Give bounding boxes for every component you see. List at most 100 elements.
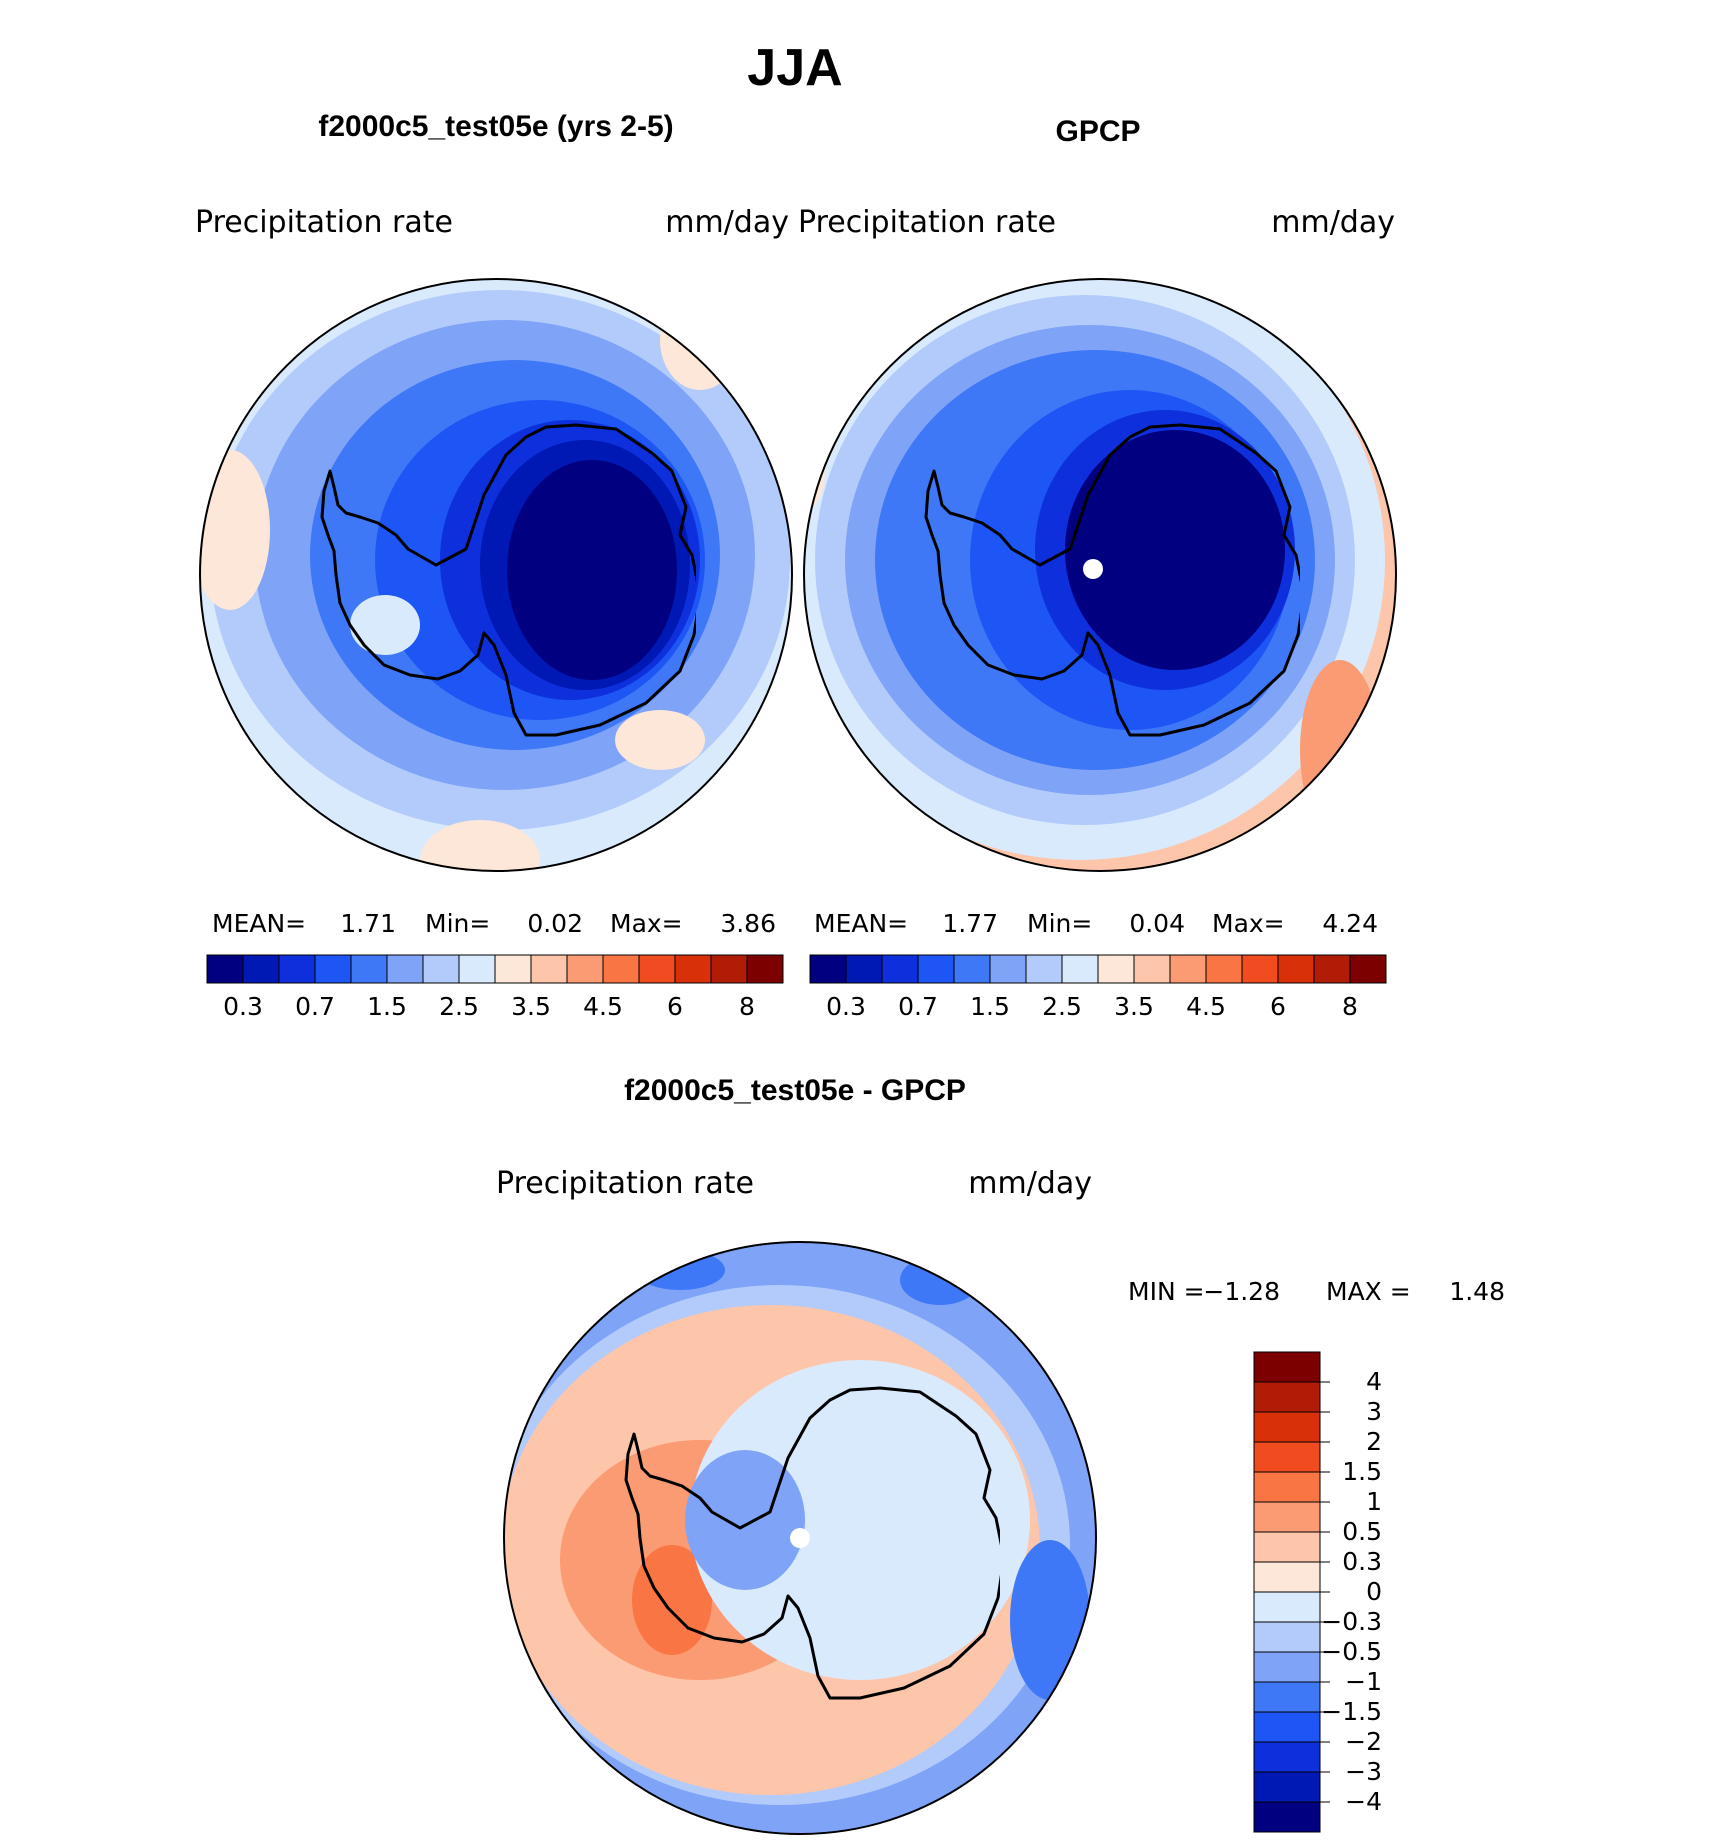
- colorbar-tick-label: 4: [1366, 1367, 1382, 1396]
- map-fill-light-peninsula: [350, 595, 420, 655]
- colorbar-swatch: [917, 954, 955, 984]
- colorbar-swatch: [1253, 1531, 1321, 1563]
- panel-model-map: [200, 279, 792, 871]
- colorbar-tick-label: 1.5: [970, 992, 1010, 1021]
- colorbar-tick-label: 8: [739, 992, 755, 1021]
- map-fill-warm-west: [804, 430, 825, 510]
- colorbar-tick-label: 0: [1366, 1577, 1382, 1606]
- colorbar-tick-label: 4.5: [1186, 992, 1226, 1021]
- panel-model-title: f2000c5_test05e (yrs 2-5): [318, 110, 673, 143]
- colorbar-tick-label: −4: [1345, 1787, 1382, 1816]
- colorbar-tick-label: 6: [1270, 992, 1286, 1021]
- colorbar-swatch: [1253, 1501, 1321, 1533]
- colorbar-swatch: [1061, 954, 1099, 984]
- max-value: 3.86: [720, 909, 776, 938]
- panel-difference-variable: Precipitation rate: [496, 1166, 754, 1201]
- map-fill-band-7: [1065, 430, 1285, 670]
- map-fill-band-5: [690, 1360, 1030, 1680]
- panel-model-colorbar-ticks: 0.3 0.7 1.5 2.5 3.5 4.5 6 8: [223, 992, 755, 1021]
- map-fill-band-6: [685, 1450, 805, 1590]
- colorbar-swatch: [1253, 1711, 1321, 1743]
- colorbar-tick-label: 0.7: [898, 992, 938, 1021]
- colorbar-swatch: [1253, 1621, 1321, 1653]
- colorbar-swatch: [953, 954, 991, 984]
- panel-difference-title: f2000c5_test05e - GPCP: [624, 1074, 966, 1107]
- colorbar-tick-label: 8: [1342, 992, 1358, 1021]
- colorbar-swatch: [1253, 1561, 1321, 1593]
- colorbar-tick-label: 1.5: [1342, 1457, 1382, 1486]
- map-border-circle: [199, 278, 793, 872]
- panel-difference-map: [504, 1242, 1096, 1834]
- colorbar-tick-label: 0.5: [1342, 1517, 1382, 1546]
- colorbar-tick-label: 3.5: [1114, 992, 1154, 1021]
- colorbar-tick-label: 1.5: [367, 992, 407, 1021]
- colorbar-swatch: [1253, 1741, 1321, 1773]
- mean-label: MEAN=: [814, 909, 908, 938]
- panel-gpcp-colorbar-ticks: 0.3 0.7 1.5 2.5 3.5 4.5 6 8: [826, 992, 1358, 1021]
- colorbar-tick-label: 3.5: [511, 992, 551, 1021]
- min-label: MIN =: [1128, 1277, 1205, 1306]
- colorbar-swatch: [494, 954, 532, 984]
- panel-model-variable: Precipitation rate: [195, 205, 453, 240]
- mean-value: 1.71: [340, 909, 396, 938]
- colorbar-swatch: [1253, 1801, 1321, 1833]
- panel-model-units: mm/day: [665, 205, 789, 240]
- colorbar-swatch: [566, 954, 604, 984]
- panel-gpcp-title: GPCP: [1055, 115, 1140, 148]
- colorbar-tick-label: 4.5: [583, 992, 623, 1021]
- colorbar-swatch: [1253, 1681, 1321, 1713]
- colorbar-swatch: [1253, 1471, 1321, 1503]
- colorbar-swatch: [1241, 954, 1279, 984]
- colorbar-swatch: [1253, 1771, 1321, 1803]
- map-fill-warm-south: [420, 820, 540, 871]
- colorbar-swatch: [1133, 954, 1171, 984]
- panel-gpcp-units: mm/day: [1271, 205, 1395, 240]
- colorbar-swatch: [710, 954, 748, 984]
- panel-model-colorbar: [206, 954, 784, 984]
- colorbar-swatch: [674, 954, 712, 984]
- colorbar-tick-label: −1.5: [1321, 1697, 1382, 1726]
- panel-gpcp-variable: Precipitation rate: [798, 205, 1056, 240]
- colorbar-swatch: [1253, 1411, 1321, 1443]
- colorbar-tick-label: 3: [1366, 1397, 1382, 1426]
- panel-gpcp-stats: MEAN= 1.77 Min= 0.04 Max= 4.24: [814, 909, 1378, 938]
- panel-gpcp-map: [804, 279, 1396, 871]
- colorbar-tick-label: 0.7: [295, 992, 335, 1021]
- colorbar-swatch: [1313, 954, 1351, 984]
- colorbar-swatch: [242, 954, 280, 984]
- panel-gpcp: GPCP Precipitation rate mm/day MEAN= 1.7…: [798, 115, 1397, 1021]
- colorbar-swatch: [1025, 954, 1063, 984]
- colorbar-swatch: [1253, 1351, 1321, 1383]
- panel-difference-stats: MIN = −1.28 MAX = 1.48: [1128, 1277, 1505, 1306]
- colorbar-swatch: [746, 954, 784, 984]
- map-fill-warm-west: [200, 450, 270, 610]
- mean-label: MEAN=: [212, 909, 306, 938]
- colorbar-tick-label: −2: [1345, 1727, 1382, 1756]
- colorbar-tick-label: −0.3: [1321, 1607, 1382, 1636]
- colorbar-swatch: [458, 954, 496, 984]
- colorbar-swatch: [602, 954, 640, 984]
- colorbar-swatch: [1349, 954, 1387, 984]
- colorbar-swatch: [1169, 954, 1207, 984]
- max-label: Max=: [1212, 909, 1285, 938]
- map-border-circle: [503, 1241, 1097, 1835]
- panel-difference: f2000c5_test05e - GPCP Precipitation rat…: [496, 1074, 1505, 1835]
- colorbar-swatch: [1253, 1651, 1321, 1683]
- colorbar-tick-label: 1: [1366, 1487, 1382, 1516]
- min-value: 0.02: [527, 909, 583, 938]
- colorbar-swatch: [1097, 954, 1135, 984]
- map-fill-band-4: [632, 1545, 712, 1655]
- colorbar-tick-label: −3: [1345, 1757, 1382, 1786]
- panel-difference-units: mm/day: [968, 1166, 1092, 1201]
- map-fill-warm-east: [1300, 660, 1380, 840]
- max-value: 1.48: [1449, 1277, 1505, 1306]
- min-label: Min=: [1027, 909, 1092, 938]
- panel-model-stats: MEAN= 1.71 Min= 0.02 Max= 3.86: [212, 909, 776, 938]
- colorbar-swatch: [989, 954, 1027, 984]
- pole-hole: [790, 1528, 810, 1548]
- colorbar-swatch: [386, 954, 424, 984]
- colorbar-tick-label: 2.5: [1042, 992, 1082, 1021]
- colorbar-swatch: [206, 954, 244, 984]
- colorbar-tick-label: 6: [667, 992, 683, 1021]
